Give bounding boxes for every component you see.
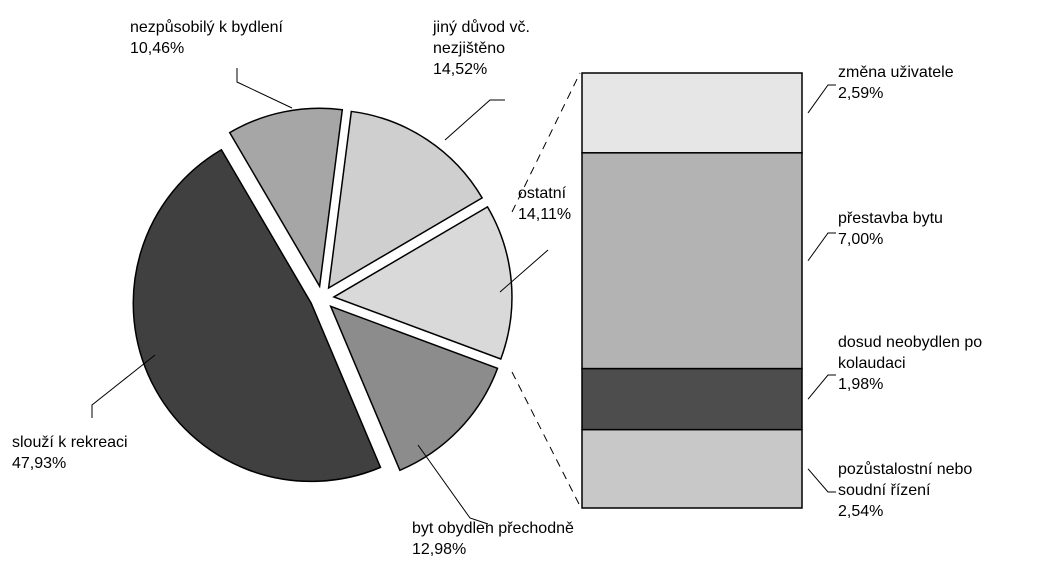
data-label: pozůstalostní nebo soudní řízení 2,54% [838, 459, 1013, 522]
data-label: ostatní 14,11% [518, 183, 588, 225]
value-label: 2,59% [838, 85, 884, 102]
leader-line [91, 354, 156, 418]
category-name: změna uživatele [838, 64, 954, 81]
value-label: 2,54% [838, 503, 884, 520]
leader-line [807, 84, 836, 114]
bar-segment [581, 367, 803, 431]
category-name: dosud neobydlen po kolaudaci [838, 334, 983, 372]
value-label: 47,93% [12, 455, 67, 472]
value-label: 10,46% [130, 40, 185, 57]
value-label: 12,98% [412, 541, 467, 558]
pie-slice [327, 110, 484, 290]
bar-segment [581, 428, 803, 509]
leader-line [499, 249, 549, 293]
bar-segment [581, 152, 803, 370]
data-label: změna uživatele 2,59% [838, 62, 1028, 104]
value-label: 14,11% [518, 206, 572, 223]
pie-slice [329, 304, 499, 472]
category-name: pozůstalostní nebo soudní řízení [838, 461, 973, 499]
value-label: 1,98% [838, 376, 884, 393]
leader-line [807, 468, 836, 493]
connector [511, 72, 581, 213]
data-label: nezpůsobilý k bydlení 10,46% [130, 17, 380, 59]
leader-line [444, 99, 505, 141]
leader-line [417, 444, 489, 525]
pie-slice [132, 148, 382, 483]
value-label: 14,52% [433, 61, 488, 78]
category-name: přestavba bytu [838, 210, 943, 227]
category-name: nezpůsobilý k bydlení [130, 19, 283, 36]
connector [511, 371, 581, 507]
value-label: 7,00% [838, 231, 884, 248]
leader-line [807, 232, 836, 262]
data-label: dosud neobydlen po kolaudaci 1,98% [838, 332, 1028, 395]
leader-line [236, 68, 293, 109]
data-label: jiný důvod vč. nezjištěno 14,52% [433, 17, 563, 80]
pie-slice [332, 205, 513, 360]
data-label: byt obydlen přechodně 12,98% [412, 518, 672, 560]
category-name: ostatní [518, 185, 567, 202]
category-name: byt obydlen přechodně [412, 520, 574, 537]
category-name: slouží k rekreaci [12, 434, 128, 451]
data-label: slouží k rekreaci 47,93% [12, 432, 212, 474]
category-name: jiný důvod vč. nezjištěno [433, 19, 530, 57]
bar-segment [581, 72, 803, 154]
leader-line [807, 374, 836, 400]
data-label: přestavba bytu 7,00% [838, 208, 1028, 250]
pie-slice [228, 107, 344, 289]
